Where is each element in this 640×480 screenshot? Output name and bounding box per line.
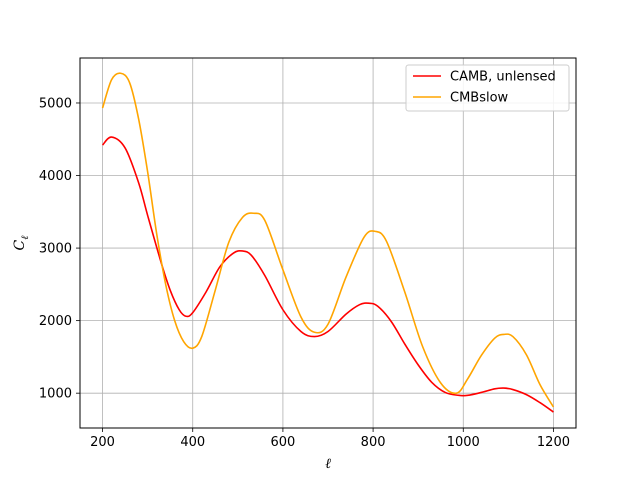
y-tick-label: 2000 [39,314,72,329]
x-tick-label: 1000 [447,435,480,450]
legend-label: CAMB, unlensed [450,70,556,85]
y-tick-label: 5000 [39,96,72,111]
y-axis-label: Cℓ [12,236,31,251]
x-tick-label: 400 [180,435,205,450]
x-tick-label: 800 [361,435,386,450]
series-line-cmbslow [101,72,555,408]
legend: CAMB, unlensed CMBslow [405,64,570,112]
x-axis-label: ℓ [325,456,331,472]
x-tick-label: 600 [270,435,295,450]
series-line-camb-unlensed [101,136,554,413]
series-layer [101,72,555,413]
tick-layer: 200 400 600 800 1000 1200 1000 2000 3000 4000 5000 [39,96,570,450]
x-tick-label: 1200 [537,435,570,450]
y-tick-label: 4000 [39,169,72,184]
plot-area-frame [79,57,577,429]
y-axis-label-subscript: ℓ [20,236,31,240]
y-tick-label: 1000 [39,387,72,402]
x-tick-label: 200 [90,435,115,450]
svg-text:Cℓ: Cℓ [12,236,31,251]
y-tick-label: 3000 [39,242,72,257]
legend-label: CMBslow [450,91,509,106]
legend-box [405,64,570,112]
y-axis-label-main: C [12,239,28,250]
